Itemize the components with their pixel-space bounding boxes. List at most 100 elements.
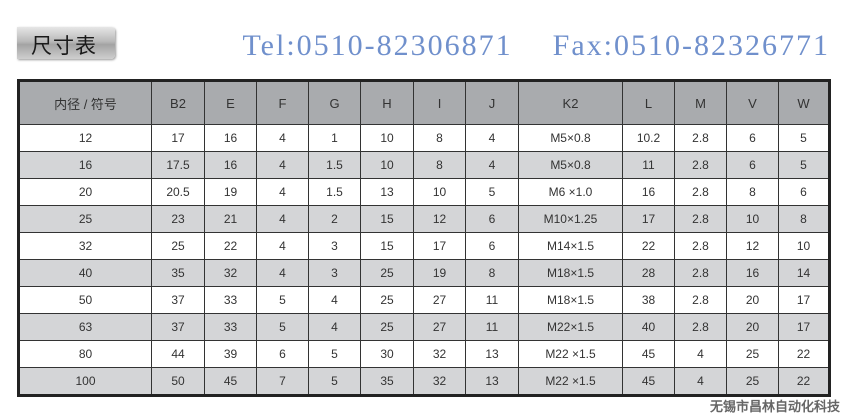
table-cell: 10 bbox=[778, 232, 830, 260]
table-cell: 4 bbox=[308, 313, 361, 341]
table-cell: M5×0.8 bbox=[518, 151, 623, 179]
table-cell: 32 bbox=[413, 340, 466, 368]
table-cell: 17 bbox=[413, 232, 466, 260]
table-cell: 13 bbox=[465, 367, 519, 396]
table-cell: 100 bbox=[18, 367, 152, 396]
column-header: K2 bbox=[518, 80, 623, 125]
table-cell: 25 bbox=[360, 313, 414, 341]
table-cell: 1.5 bbox=[308, 151, 361, 179]
table-cell: 35 bbox=[151, 259, 205, 287]
table-cell: 17 bbox=[622, 205, 675, 233]
table-cell: 2.8 bbox=[674, 313, 727, 341]
table-cell: 5 bbox=[256, 313, 309, 341]
table-cell: M22 ×1.5 bbox=[518, 340, 623, 368]
table-cell: 15 bbox=[360, 232, 414, 260]
table-cell: 25 bbox=[726, 367, 779, 396]
table-cell: 5 bbox=[308, 367, 361, 396]
table-cell: M22 ×1.5 bbox=[518, 367, 623, 396]
table-cell: 20 bbox=[18, 178, 152, 206]
table-cell: 19 bbox=[413, 259, 466, 287]
table-cell: 17.5 bbox=[151, 151, 205, 179]
table-cell: 20 bbox=[726, 286, 779, 314]
table-cell: 5 bbox=[256, 286, 309, 314]
table-cell: 25 bbox=[360, 259, 414, 287]
column-header: F bbox=[256, 80, 309, 125]
table-cell: 38 bbox=[622, 286, 675, 314]
table-cell: 17 bbox=[151, 124, 205, 152]
table-cell: 25 bbox=[360, 286, 414, 314]
table-cell: 1 bbox=[308, 124, 361, 152]
column-header: L bbox=[622, 80, 675, 125]
table-cell: 6 bbox=[256, 340, 309, 368]
table-cell: 5 bbox=[778, 124, 830, 152]
table-cell: 8 bbox=[413, 124, 466, 152]
table-cell: 3 bbox=[308, 232, 361, 260]
table-cell: 4 bbox=[256, 124, 309, 152]
table-cell: 2.8 bbox=[674, 124, 727, 152]
table-cell: 2.8 bbox=[674, 286, 727, 314]
table-cell: 8 bbox=[778, 205, 830, 233]
column-header: V bbox=[726, 80, 779, 125]
table-cell: 16 bbox=[726, 259, 779, 287]
table-cell: 22 bbox=[204, 232, 257, 260]
table-cell: 16 bbox=[622, 178, 675, 206]
table-cell: 15 bbox=[360, 205, 414, 233]
table-cell: 2.8 bbox=[674, 151, 727, 179]
table-cell: 13 bbox=[360, 178, 414, 206]
table-cell: 35 bbox=[360, 367, 414, 396]
table-cell: 3 bbox=[308, 259, 361, 287]
table-cell: 2 bbox=[308, 205, 361, 233]
table-cell: 8 bbox=[726, 178, 779, 206]
table-row: 80 44 39 6 5 30 32 13 M22 ×1.5 45 4 25 22 bbox=[18, 340, 830, 368]
table-cell: 25 bbox=[726, 340, 779, 368]
table-cell: 10.2 bbox=[622, 124, 675, 152]
table-cell: 6 bbox=[778, 178, 830, 206]
table-cell: 22 bbox=[778, 367, 830, 396]
table-cell: 4 bbox=[308, 286, 361, 314]
table-cell: 44 bbox=[151, 340, 205, 368]
table-cell: 32 bbox=[18, 232, 152, 260]
table-cell: 6 bbox=[726, 151, 779, 179]
table-cell: 4 bbox=[256, 232, 309, 260]
column-header: E bbox=[204, 80, 257, 125]
table-cell: 45 bbox=[622, 367, 675, 396]
table-cell: 8 bbox=[413, 151, 466, 179]
table-cell: 2.8 bbox=[674, 232, 727, 260]
table-cell: 4 bbox=[256, 178, 309, 206]
column-header: H bbox=[360, 80, 414, 125]
table-cell: 28 bbox=[622, 259, 675, 287]
table-cell: 21 bbox=[204, 205, 257, 233]
table-cell: 4 bbox=[674, 340, 727, 368]
table-cell: 12 bbox=[18, 124, 152, 152]
table-cell: 2.8 bbox=[674, 205, 727, 233]
table-cell: 4 bbox=[465, 151, 519, 179]
table-row: 50 37 33 5 4 25 27 11 M18×1.5 38 2.8 20 17 bbox=[18, 286, 830, 314]
table-cell: 4 bbox=[674, 367, 727, 396]
table-cell: 20 bbox=[726, 313, 779, 341]
table-row: 63 37 33 5 4 25 27 11 M22×1.5 40 2.8 20 17 bbox=[18, 313, 830, 341]
table-cell: 11 bbox=[465, 313, 519, 341]
table-cell: 39 bbox=[204, 340, 257, 368]
table-cell: 4 bbox=[465, 124, 519, 152]
table-cell: 6 bbox=[726, 124, 779, 152]
column-header: M bbox=[674, 80, 727, 125]
table-cell: 2.8 bbox=[674, 178, 727, 206]
table-header-row: 内径 / 符号 B2 E F G H I J K2 L M V W bbox=[18, 80, 830, 125]
table-cell: 32 bbox=[413, 367, 466, 396]
table-cell: 40 bbox=[622, 313, 675, 341]
section-title-badge: 尺寸表 bbox=[17, 27, 115, 59]
section-title: 尺寸表 bbox=[31, 34, 97, 58]
table-cell: 17 bbox=[778, 286, 830, 314]
table-cell: 12 bbox=[413, 205, 466, 233]
table-cell: 10 bbox=[726, 205, 779, 233]
table-cell: 5 bbox=[465, 178, 519, 206]
table-cell: 16 bbox=[204, 151, 257, 179]
table-cell: 4 bbox=[256, 259, 309, 287]
table-cell: 7 bbox=[256, 367, 309, 396]
table-cell: 50 bbox=[151, 367, 205, 396]
table-cell: 10 bbox=[413, 178, 466, 206]
table-cell: 80 bbox=[18, 340, 152, 368]
table-cell: M6 ×1.0 bbox=[518, 178, 623, 206]
table-cell: 20.5 bbox=[151, 178, 205, 206]
column-header: G bbox=[308, 80, 361, 125]
